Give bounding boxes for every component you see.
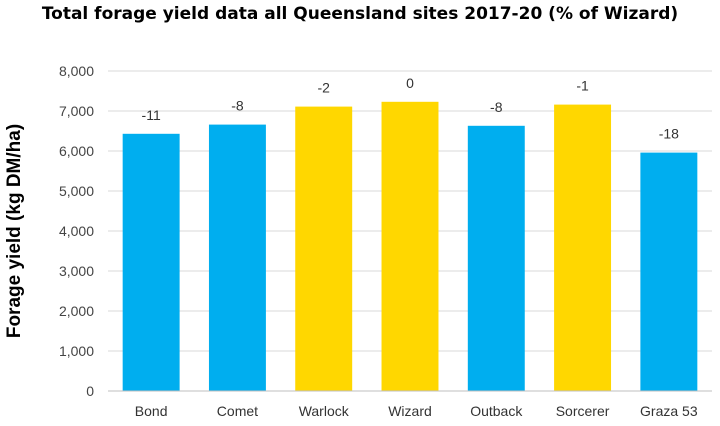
x-tick-label: Outback [470,403,523,419]
x-tick-label: Graza 53 [640,403,698,419]
data-label: -11 [142,107,161,123]
y-tick-label: 2,000 [59,303,94,319]
data-label: -8 [490,99,503,115]
x-tick-label: Comet [217,403,258,419]
y-tick-label: 5,000 [59,183,94,199]
y-tick-label: 4,000 [59,223,94,239]
y-tick-label: 6,000 [59,143,94,159]
y-axis-label: Forage yield (kg DM/ha) [4,124,25,338]
y-tick-label: 8,000 [59,63,94,79]
bar [640,152,698,391]
data-label: -2 [317,80,330,96]
bar [122,133,180,392]
x-tick-label: Wizard [388,403,432,419]
chart-title: Total forage yield data all Queensland s… [41,4,679,24]
bar [467,125,525,392]
x-tick-label: Bond [135,403,168,419]
x-tick-label: Warlock [299,403,350,419]
y-tick-label: 0 [86,383,94,399]
data-label: -8 [231,98,244,114]
y-tick-label: 3,000 [59,263,94,279]
x-tick-label: Sorcerer [556,403,610,419]
data-label: -18 [659,126,679,142]
bar [554,104,612,391]
bar [295,106,353,391]
bar [208,124,266,391]
data-label: 0 [406,75,414,91]
y-tick-label: 7,000 [59,103,94,119]
data-label: -1 [576,78,589,94]
y-tick-label: 1,000 [59,343,94,359]
bar [381,101,439,392]
